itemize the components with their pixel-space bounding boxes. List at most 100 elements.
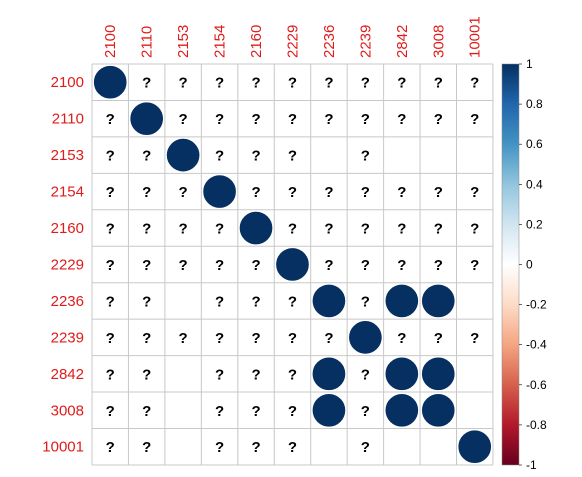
cell-missing-mark: ? [142,330,151,347]
row-label: 2236 [51,293,84,310]
cell-missing-mark: ? [215,148,224,165]
cell-missing-mark: ? [215,366,224,383]
cell-missing-mark: ? [142,439,151,456]
cell-missing-mark: ? [288,75,297,92]
cell-missing-mark: ? [470,111,479,128]
column-label: 2236 [321,25,338,58]
correlation-circle [421,393,456,428]
correlation-circle [275,247,310,282]
cell-missing-mark: ? [361,366,370,383]
cell-missing-mark: ? [361,257,370,274]
column-label: 10001 [467,16,484,58]
correlation-circle [202,174,237,209]
column-label: 2160 [248,25,265,58]
cell-missing-mark: ? [397,111,406,128]
cell-missing-mark: ? [106,148,115,165]
correlation-circle [421,283,456,319]
row-label: 2239 [51,329,84,346]
cell-missing-mark: ? [397,330,406,347]
cell-missing-mark: ? [288,148,297,165]
cell-missing-mark: ? [324,330,333,347]
correlation-circle [311,283,347,319]
cell-missing-mark: ? [288,111,297,128]
cell-missing-mark: ? [288,221,297,238]
cell-missing-mark: ? [106,293,115,310]
cell-missing-mark: ? [288,330,297,347]
cell-missing-mark: ? [106,403,115,420]
row-label: 2229 [51,256,84,273]
cell-missing-mark: ? [179,221,188,238]
column-label: 2153 [175,25,192,58]
cell-missing-mark: ? [470,330,479,347]
cell-missing-mark: ? [142,75,151,92]
cell-missing-mark: ? [251,111,260,128]
cell-missing-mark: ? [106,184,115,201]
cells: ????????????????????????????????????????… [93,65,492,464]
column-label: 2154 [212,25,229,58]
correlation-circle [311,356,347,391]
colorbar: 1 0.8 0.6 0.4 0.2 0 -0.2 -0.4 -0.6 -0.8 -1 [501,57,547,472]
cell-missing-mark: ? [215,111,224,128]
correlation-circle [238,210,274,246]
cell-missing-mark: ? [179,111,188,128]
correlation-circle [165,137,201,173]
cell-missing-mark: ? [361,403,370,420]
row-label: 2153 [51,147,84,164]
correlation-circle [384,356,419,391]
colorbar-tick-label: 1 [526,57,533,71]
colorbar-tick-label: -0.4 [526,338,547,352]
cell-missing-mark: ? [361,111,370,128]
cell-missing-mark: ? [470,75,479,92]
cell-missing-mark: ? [361,293,370,310]
cell-missing-mark: ? [251,184,260,201]
correlation-circle [384,283,419,319]
cell-missing-mark: ? [251,75,260,92]
cell-missing-mark: ? [324,257,333,274]
column-labels: 2100 2110 2153 2154 2160 2229 2236 2239 2842 3008… [102,16,484,58]
cell-missing-mark: ? [434,184,443,201]
cell-missing-mark: ? [142,293,151,310]
cell-missing-mark: ? [251,293,260,310]
cell-missing-mark: ? [106,439,115,456]
cell-missing-mark: ? [251,403,260,420]
row-label: 2110 [52,111,84,128]
cell-missing-mark: ? [179,330,188,347]
cell-missing-mark: ? [215,330,224,347]
cell-missing-mark: ? [434,257,443,274]
cell-missing-mark: ? [288,184,297,201]
row-label: 10001 [42,439,84,456]
correlation-circle [93,65,128,100]
column-label: 2229 [284,25,301,58]
cell-missing-mark: ? [434,221,443,238]
correlation-circle [311,393,347,428]
cell-missing-mark: ? [215,293,224,310]
cell-missing-mark: ? [434,111,443,128]
cell-missing-mark: ? [470,221,479,238]
colorbar-tick-label: 0.8 [526,97,543,111]
cell-missing-mark: ? [179,257,188,274]
cell-missing-mark: ? [179,75,188,92]
grid [91,63,494,466]
cell-missing-mark: ? [106,366,115,383]
cell-missing-mark: ? [324,111,333,128]
cell-missing-mark: ? [288,293,297,310]
colorbar-tick-label: -1 [526,458,537,472]
row-label: 2842 [51,366,84,383]
cell-missing-mark: ? [470,257,479,274]
colorbar-gradient [501,63,520,466]
cell-missing-mark: ? [361,148,370,165]
cell-missing-mark: ? [215,257,224,274]
cell-missing-mark: ? [397,184,406,201]
correlation-circle [348,320,383,355]
column-label: 2100 [102,25,119,58]
cell-missing-mark: ? [251,330,260,347]
cell-missing-mark: ? [142,148,151,165]
row-label: 2154 [51,184,84,201]
colorbar-tick-label: 0.6 [526,137,543,151]
cell-missing-mark: ? [142,366,151,383]
correlation-circle [384,393,419,428]
cell-missing-mark: ? [106,221,115,238]
cell-missing-mark: ? [397,257,406,274]
cell-missing-mark: ? [361,184,370,201]
